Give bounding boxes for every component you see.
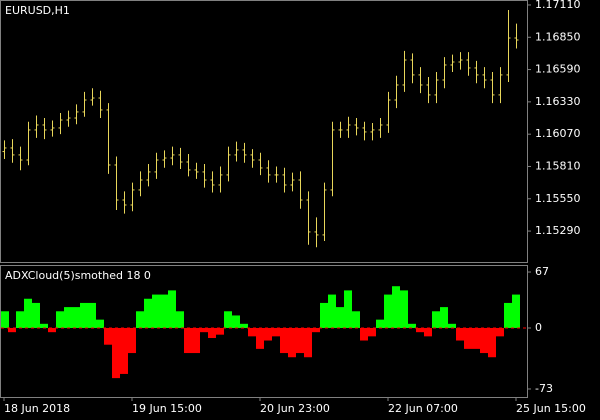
cloud-bar [376, 319, 384, 328]
cloud-bar [368, 327, 376, 337]
y-tick-label: -73 [535, 382, 553, 395]
cloud-bar [448, 323, 456, 328]
cloud-bar [416, 327, 424, 333]
cloud-bar [240, 323, 248, 328]
cloud-bar [264, 327, 272, 341]
cloud-bar [304, 327, 312, 358]
cloud-bar [200, 327, 208, 333]
cloud-bar [256, 327, 264, 349]
cloud-bar [480, 327, 488, 354]
cloud-bar [56, 311, 64, 328]
cloud-bar [80, 302, 88, 328]
cloud-bar [392, 286, 400, 328]
cloud-bar [24, 298, 32, 328]
y-tick-label: 1.15550 [535, 192, 581, 205]
y-tick-label: 1.15810 [535, 159, 581, 172]
x-tick-label: 18 Jun 2018 [4, 402, 70, 415]
x-tick-label: 22 Jun 07:00 [388, 402, 458, 415]
cloud-bar [104, 327, 112, 345]
cloud-bar [464, 327, 472, 349]
cloud-bar [360, 327, 368, 341]
y-tick-label: 1.16590 [535, 63, 581, 76]
cloud-bar [456, 327, 464, 341]
cloud-bar [72, 307, 80, 328]
y-tick-label: 1.16850 [535, 30, 581, 43]
indicator-title: ADXCloud(5)smothed 18 0 [5, 269, 151, 282]
y-tick-label: 1.15290 [535, 224, 581, 237]
x-tick-label: 25 Jun 15:00 [516, 402, 586, 415]
cloud-bar [328, 294, 336, 328]
cloud-bar [472, 327, 480, 349]
chart-title: EURUSD,H1 [5, 4, 70, 17]
cloud-bar [16, 311, 24, 328]
y-tick-label: 1.16330 [535, 95, 581, 108]
indicator-panel [0, 265, 528, 398]
cloud-bar [248, 327, 256, 337]
cloud-bar [96, 319, 104, 328]
cloud-bar [224, 311, 232, 328]
x-tick-label: 20 Jun 23:00 [260, 402, 330, 415]
cloud-bar [128, 327, 136, 354]
cloud-bar [384, 294, 392, 328]
cloud-bar [488, 327, 496, 358]
cloud-bar [208, 327, 216, 339]
cloud-bar [112, 327, 120, 379]
cloud-bar [512, 294, 520, 328]
cloud-bar [432, 311, 440, 328]
y-tick-label: 1.16070 [535, 127, 581, 140]
cloud-bar [40, 323, 48, 328]
cloud-bar [352, 311, 360, 328]
cloud-bar [176, 311, 184, 328]
cloud-bar [336, 307, 344, 328]
cloud-bar [272, 327, 280, 337]
cloud-bar [232, 315, 240, 328]
cloud-bar [1, 311, 9, 328]
cloud-bar [320, 302, 328, 328]
cloud-bar [88, 302, 96, 328]
cloud-bar [344, 290, 352, 328]
cloud-bar [48, 327, 56, 333]
cloud-bar [32, 302, 40, 328]
cloud-bar [312, 327, 320, 333]
cloud-bar [424, 327, 432, 337]
y-tick-label: 0 [535, 321, 542, 334]
x-tick-label: 19 Jun 15:00 [132, 402, 202, 415]
cloud-bar [496, 327, 504, 337]
cloud-bar [408, 323, 416, 328]
main-panel [0, 0, 528, 263]
cloud-bar [280, 327, 288, 354]
cloud-bar [216, 327, 224, 335]
cloud-bar [136, 311, 144, 328]
cloud-bar [504, 302, 512, 328]
cloud-bar [288, 327, 296, 358]
y-tick-label: 1.17110 [535, 0, 581, 11]
cloud-bar [160, 294, 168, 328]
cloud-bar [184, 327, 192, 354]
cloud-bar [192, 327, 200, 354]
cloud-bar [64, 307, 72, 328]
cloud-bar [120, 327, 128, 374]
cloud-bar [152, 294, 160, 328]
cloud-bar [400, 290, 408, 328]
cloud-bar [440, 307, 448, 328]
cloud-bar [144, 298, 152, 328]
cloud-bar [168, 290, 176, 328]
y-tick-label: 67 [535, 265, 549, 278]
cloud-bar [8, 327, 16, 333]
cloud-bar [296, 327, 304, 354]
